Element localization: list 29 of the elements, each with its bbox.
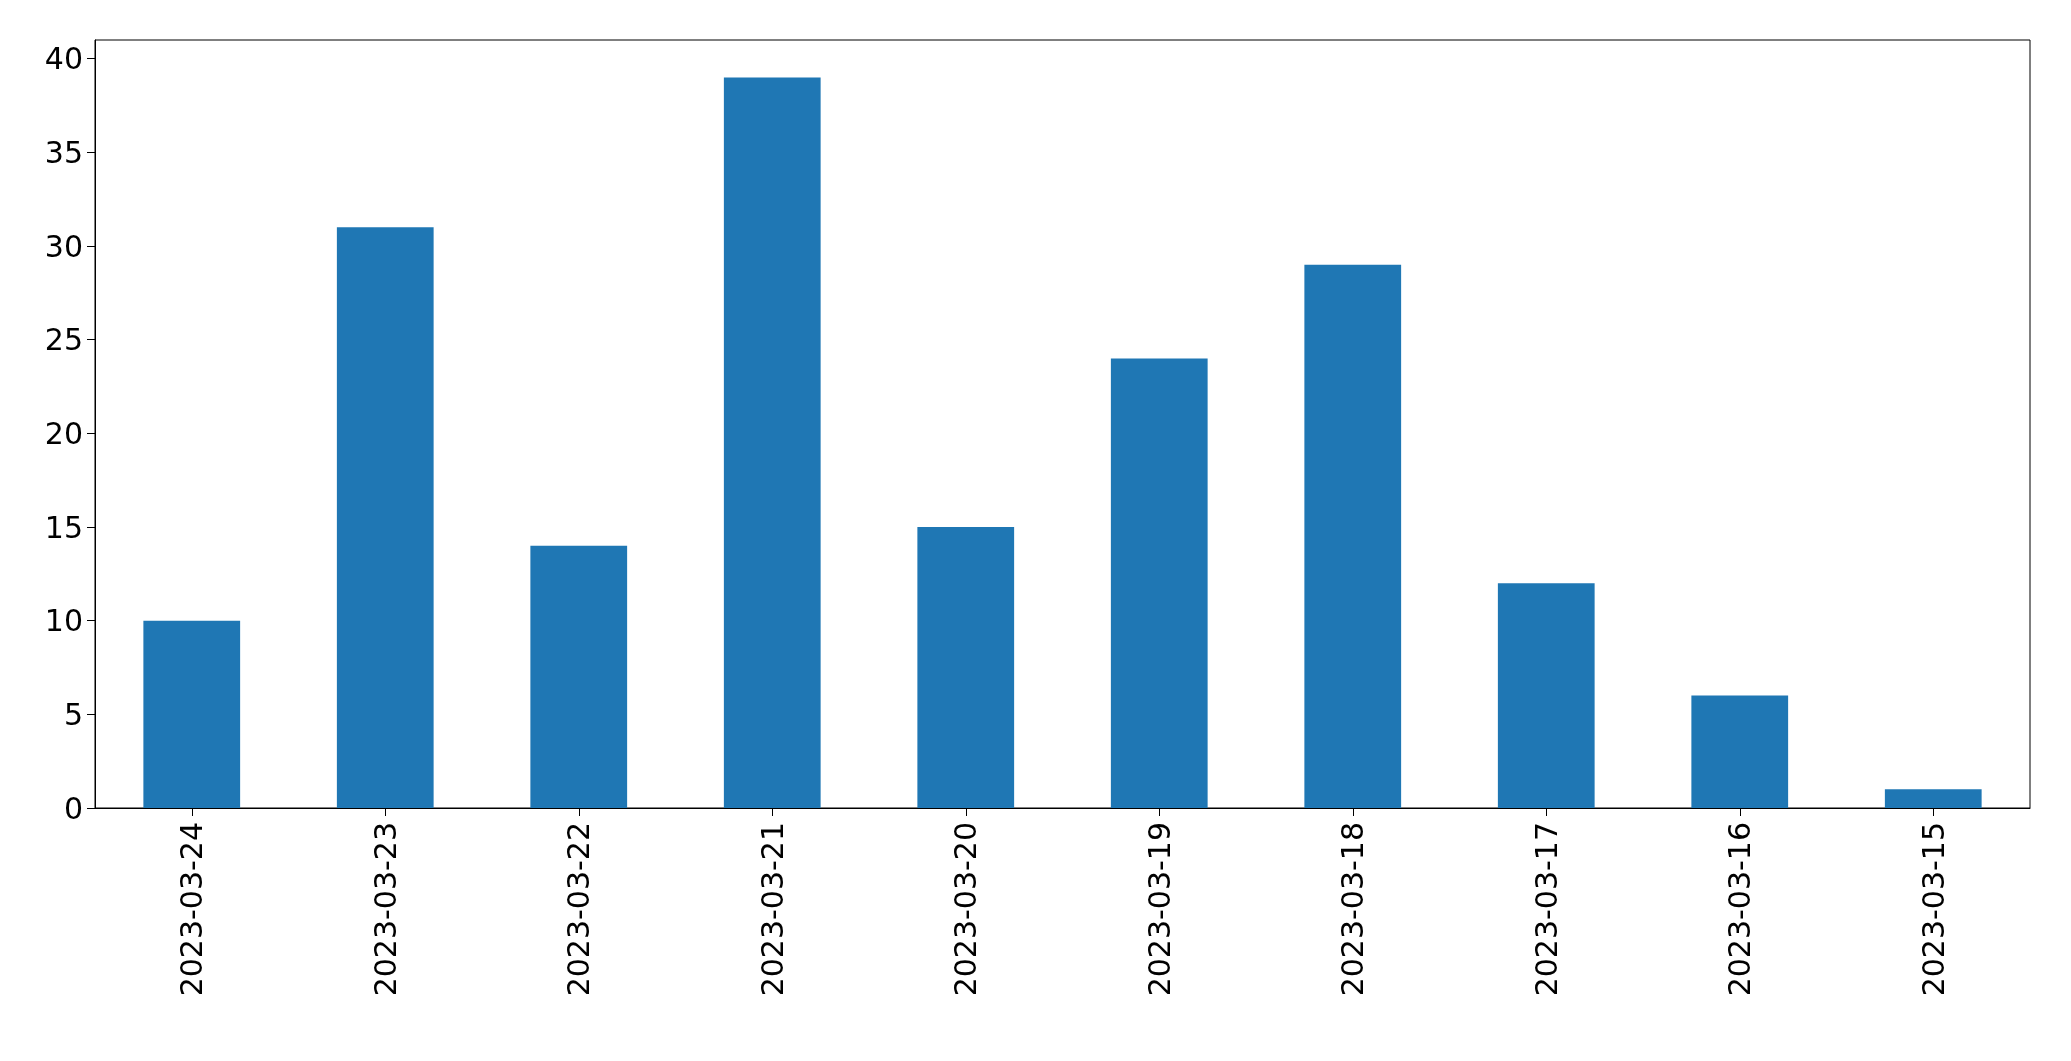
y-tick-label: 30 xyxy=(44,228,83,264)
bar xyxy=(917,527,1015,808)
bar xyxy=(530,545,628,808)
bar xyxy=(1110,358,1208,808)
x-tick-label: 2023-03-18 xyxy=(1335,822,1371,997)
bar xyxy=(143,620,241,808)
bar xyxy=(723,77,821,808)
x-tick-label: 2023-03-24 xyxy=(174,822,210,997)
x-tick-label: 2023-03-15 xyxy=(1915,822,1951,997)
x-tick-label: 2023-03-19 xyxy=(1141,822,1177,997)
y-tick-label: 25 xyxy=(44,322,83,358)
y-tick-label: 35 xyxy=(44,134,83,170)
y-tick-label: 0 xyxy=(63,790,83,826)
y-tick-label: 10 xyxy=(44,603,83,639)
x-tick-label: 2023-03-20 xyxy=(948,822,984,997)
bar xyxy=(1304,264,1402,808)
y-tick-label: 40 xyxy=(44,41,83,77)
y-tick-label: 5 xyxy=(63,696,83,732)
bar xyxy=(1691,695,1789,808)
x-tick-label: 2023-03-16 xyxy=(1722,822,1758,997)
bar xyxy=(336,227,434,808)
bar xyxy=(1497,583,1595,808)
x-tick-label: 2023-03-23 xyxy=(367,822,403,997)
x-tick-label: 2023-03-21 xyxy=(754,822,790,997)
y-tick-label: 20 xyxy=(44,415,83,451)
bar xyxy=(1884,789,1982,808)
x-tick-label: 2023-03-22 xyxy=(561,822,597,997)
y-tick-label: 15 xyxy=(44,509,83,545)
x-tick-label: 2023-03-17 xyxy=(1528,822,1564,997)
